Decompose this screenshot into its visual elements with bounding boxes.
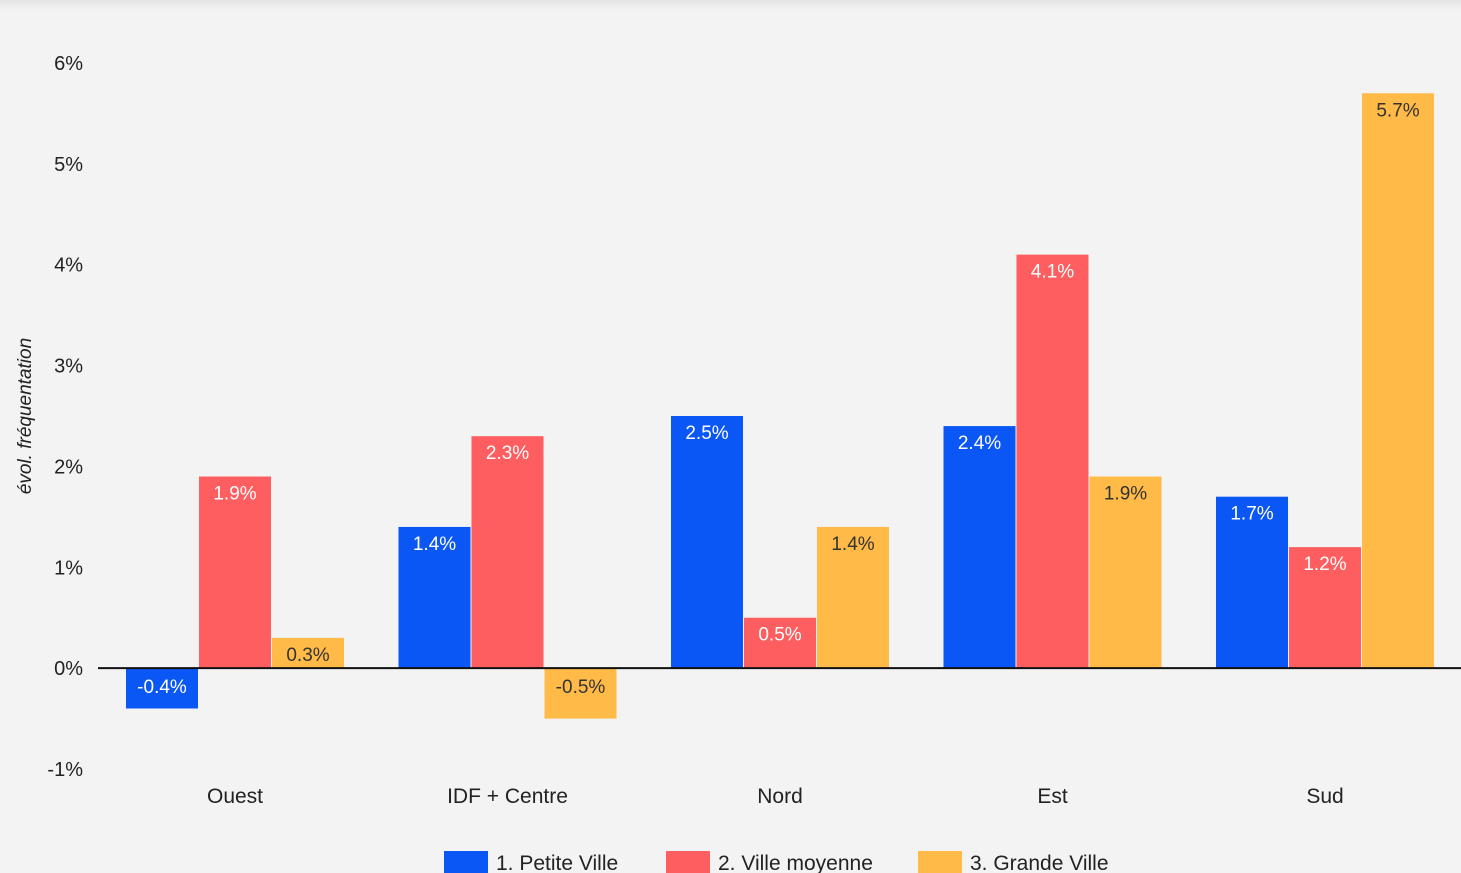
legend-swatch bbox=[666, 851, 710, 873]
bar-value-label: -0.4% bbox=[137, 677, 187, 698]
y-tick-label: 2% bbox=[54, 456, 83, 478]
category-label: Est bbox=[1037, 785, 1068, 808]
y-tick-label: 1% bbox=[54, 557, 83, 579]
bar-value-label: 1.9% bbox=[1104, 484, 1147, 505]
bar bbox=[472, 436, 544, 668]
bar-value-label: 0.3% bbox=[286, 645, 329, 666]
y-tick-label: 6% bbox=[54, 53, 83, 75]
bar-value-label: 1.2% bbox=[1303, 554, 1346, 575]
legend-label: 3. Grande Ville bbox=[970, 852, 1109, 873]
category-labels: Ouest IDF + Centre Nord Est Sud bbox=[207, 785, 1344, 808]
y-axis-ticks: 6% 5% 4% 3% 2% 1% 0% -1% bbox=[47, 53, 83, 781]
legend-swatch bbox=[444, 851, 488, 873]
bar bbox=[1362, 93, 1434, 668]
bar-value-label: 1.9% bbox=[213, 484, 256, 505]
bar-value-label: 0.5% bbox=[758, 625, 801, 646]
bar-value-label: 2.5% bbox=[685, 423, 728, 444]
y-tick-label: -1% bbox=[47, 759, 83, 781]
bar bbox=[1090, 477, 1162, 669]
category-label: IDF + Centre bbox=[447, 785, 568, 808]
bar-value-label: 5.7% bbox=[1376, 100, 1419, 121]
legend: 1. Petite Ville 2. Ville moyenne 3. Grande… bbox=[444, 851, 1109, 873]
y-tick-label: 0% bbox=[54, 658, 83, 680]
category-label: Ouest bbox=[207, 785, 263, 808]
bar-value-label: 1.4% bbox=[413, 534, 456, 555]
bar bbox=[944, 426, 1016, 668]
y-tick-label: 4% bbox=[54, 255, 83, 277]
bar bbox=[671, 416, 743, 668]
bars: -0.4% 1.9% 0.3% 1.4% 2.3% -0.5% 2.5% 0.5% 1.4% 2.… bbox=[126, 93, 1434, 718]
legend-label: 1. Petite Ville bbox=[496, 852, 618, 873]
legend-swatch bbox=[918, 851, 962, 873]
bar-value-label: 1.4% bbox=[831, 534, 874, 555]
y-tick-label: 5% bbox=[54, 154, 83, 176]
category-label: Nord bbox=[757, 785, 803, 808]
bar-value-label: -0.5% bbox=[556, 677, 606, 698]
bar bbox=[1017, 255, 1089, 669]
y-axis-title: évol. fréquentation bbox=[15, 338, 36, 494]
bar bbox=[199, 477, 271, 669]
legend-label: 2. Ville moyenne bbox=[718, 852, 873, 873]
bar-value-label: 2.4% bbox=[958, 433, 1001, 454]
bar-value-label: 1.7% bbox=[1230, 504, 1273, 525]
category-label: Sud bbox=[1306, 785, 1343, 808]
y-tick-label: 3% bbox=[54, 356, 83, 378]
bar-value-label: 4.1% bbox=[1031, 262, 1074, 283]
bar-value-label: 2.3% bbox=[486, 443, 529, 464]
